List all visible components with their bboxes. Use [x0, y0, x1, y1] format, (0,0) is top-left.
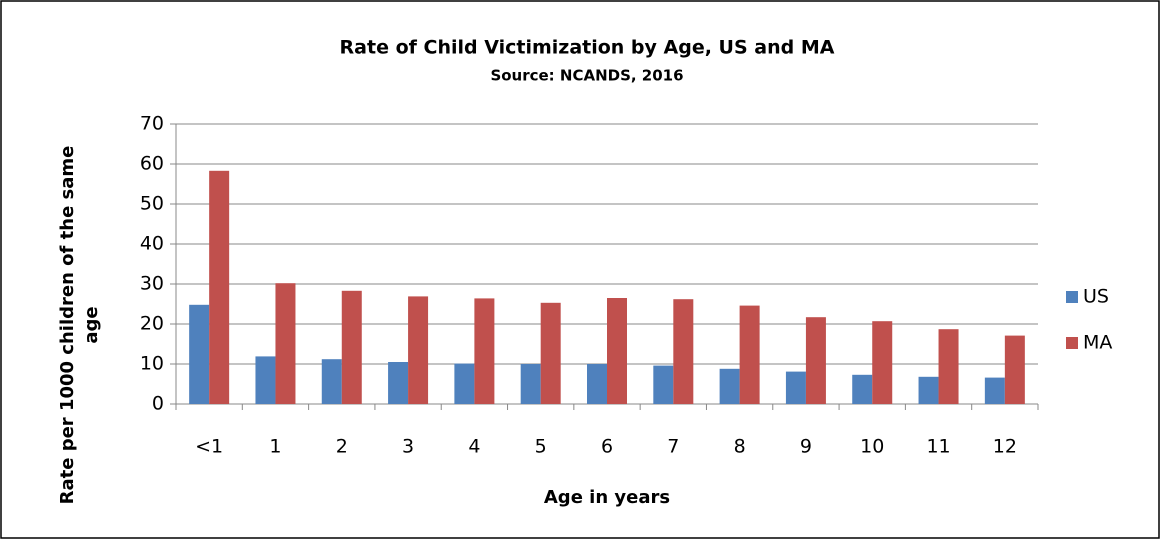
bar: [454, 363, 475, 404]
bar: [653, 365, 674, 404]
x-tick-label: 8: [734, 436, 746, 458]
bar: [341, 290, 362, 404]
bar: [520, 364, 541, 404]
chart-title: Rate of Child Victimization by Age, US a…: [340, 37, 835, 59]
y-tick-label: 20: [140, 313, 164, 335]
y-tick-label: 60: [140, 153, 164, 175]
bar: [388, 362, 409, 404]
x-tick-label: 4: [468, 436, 480, 458]
y-tick-label: 40: [140, 233, 164, 255]
chart-subtitle: Source: NCANDS, 2016: [490, 67, 683, 85]
x-tick-label: 6: [601, 436, 613, 458]
legend-label: US: [1083, 286, 1109, 308]
y-axis-title: age: [81, 306, 102, 343]
legend-label: MA: [1083, 332, 1112, 354]
bar: [474, 298, 495, 404]
bar: [872, 321, 893, 404]
y-axis-title: Rate per 1000 children of the same: [57, 146, 78, 505]
x-tick-label: 3: [402, 436, 414, 458]
bar: [984, 377, 1005, 404]
bar: [938, 329, 959, 404]
bar: [719, 368, 740, 404]
x-tick-label: 11: [926, 436, 950, 458]
bar: [918, 376, 939, 404]
y-tick-label: 70: [140, 113, 164, 135]
bar: [673, 299, 694, 404]
bar: [321, 359, 342, 404]
y-tick-label: 0: [152, 393, 164, 415]
x-tick-label: 5: [535, 436, 547, 458]
x-tick-label: 7: [667, 436, 679, 458]
bar: [189, 304, 210, 404]
legend-swatch: [1066, 291, 1078, 303]
x-tick-label: 2: [336, 436, 348, 458]
bar: [805, 317, 826, 404]
bar: [785, 371, 806, 404]
x-tick-label: 10: [860, 436, 884, 458]
x-axis-title: Age in years: [544, 487, 670, 508]
x-tick-label: 12: [993, 436, 1017, 458]
bar: [540, 302, 561, 404]
bar: [255, 356, 276, 404]
bar: [408, 296, 429, 404]
bar: [587, 364, 607, 404]
x-tick-label: 9: [800, 436, 812, 458]
x-tick-label: <1: [195, 436, 223, 458]
legend-swatch: [1066, 337, 1078, 349]
y-tick-label: 50: [140, 193, 164, 215]
bar: [209, 170, 230, 404]
bar: [607, 298, 627, 404]
x-tick-label: 1: [269, 436, 281, 458]
bar: [739, 305, 760, 404]
bar: [852, 374, 873, 404]
y-tick-label: 10: [140, 353, 164, 375]
bar: [1004, 335, 1025, 404]
bar: [275, 283, 296, 404]
y-tick-label: 30: [140, 273, 164, 295]
